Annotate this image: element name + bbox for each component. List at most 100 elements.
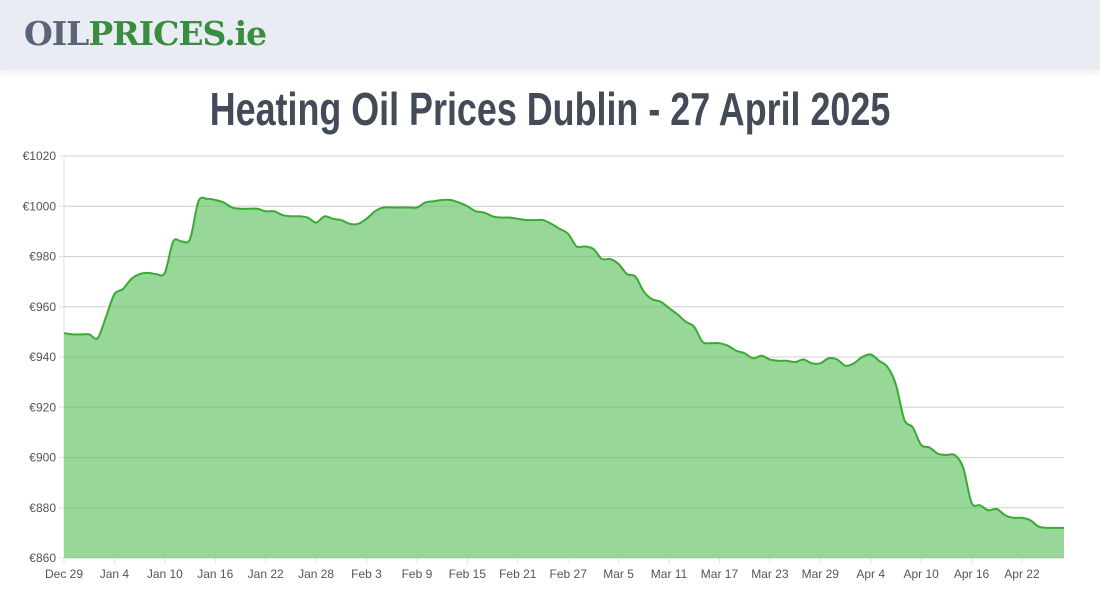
data-point [229,205,235,211]
data-point [700,339,706,345]
logo-text-prices: PRICES.ie [88,14,267,53]
x-tick-label: Mar 23 [751,567,789,581]
data-point [599,256,605,262]
data-point [296,213,302,219]
data-point [330,216,336,222]
data-point [817,360,823,366]
x-tick-label: Mar 17 [701,567,739,581]
data-point [523,217,529,223]
data-point [582,243,588,249]
data-point [406,205,412,211]
data-point [439,197,445,203]
y-tick-label: €960 [29,300,56,314]
x-tick-label: Dec 29 [45,567,83,581]
data-point [868,351,874,357]
data-point [826,355,832,361]
x-tick-label: Jan 4 [100,567,130,581]
data-point [918,442,924,448]
data-point [355,221,361,227]
data-point [1053,525,1059,531]
price-line [63,196,1064,529]
data-point [590,246,596,252]
data-point [397,205,403,211]
data-point [212,197,218,203]
data-point [1027,517,1033,523]
y-tick-label: €900 [29,451,56,465]
data-point [784,358,790,364]
x-tick-label: Mar 5 [603,567,634,581]
data-point [279,212,285,218]
data-point [422,199,428,205]
data-point [565,231,571,237]
x-tick-label: Jan 10 [147,567,183,581]
data-point [624,271,630,277]
logo-text-oil: OIL [24,14,89,53]
y-tick-label: €860 [29,551,56,565]
data-point [498,215,504,221]
data-point [481,210,487,216]
data-point [364,216,370,222]
y-tick-label: €880 [29,501,56,515]
data-point [666,305,672,311]
y-tick-label: €1000 [23,199,57,213]
data-point [532,217,538,223]
data-point [86,331,92,337]
data-point [170,238,176,244]
x-tick-label: Feb 15 [449,567,487,581]
x-tick-label: Apr 10 [903,567,939,581]
data-point [322,213,328,219]
data-point [137,271,143,277]
data-point [985,507,991,513]
data-point [977,502,983,508]
x-tick-label: Apr 4 [856,567,885,581]
data-point [691,324,697,330]
data-point [658,299,664,305]
data-point [145,270,151,276]
data-point [683,319,689,325]
data-point [338,217,344,223]
data-point [616,261,622,267]
data-point [843,363,849,369]
data-point [851,360,857,366]
data-point [632,274,638,280]
data-point [78,331,84,337]
data-point [969,500,975,506]
data-point [893,382,899,388]
x-tick-label: Mar 11 [651,567,688,581]
data-point [414,205,420,211]
data-point [834,357,840,363]
data-point [901,417,907,423]
data-point [271,208,277,214]
data-point [708,340,714,346]
x-tick-label: Mar 29 [802,567,840,581]
data-point [464,203,470,209]
data-point [792,359,798,365]
y-tick-label: €920 [29,400,56,414]
data-point [649,296,655,302]
data-point [758,353,764,359]
x-tick-label: Feb 21 [499,567,537,581]
data-point [95,335,101,341]
data-point [288,213,294,219]
data-point [775,358,781,364]
data-point [187,236,193,242]
data-point [431,198,437,204]
data-point [204,196,210,202]
data-point [960,465,966,471]
data-point [153,271,159,277]
data-point [910,424,916,430]
data-point [389,205,395,211]
data-point [1019,515,1025,521]
page-title: Heating Oil Prices Dublin - 27 April 202… [209,83,891,135]
data-point [641,289,647,295]
data-point [1044,525,1050,531]
data-point [716,340,722,346]
site-logo[interactable]: OILPRICES.ie [24,14,267,53]
data-point [372,208,378,214]
data-point [1011,515,1017,521]
data-point [473,208,479,214]
data-point [263,208,269,214]
data-point [557,226,563,232]
data-point [69,331,75,337]
data-point [313,220,319,226]
